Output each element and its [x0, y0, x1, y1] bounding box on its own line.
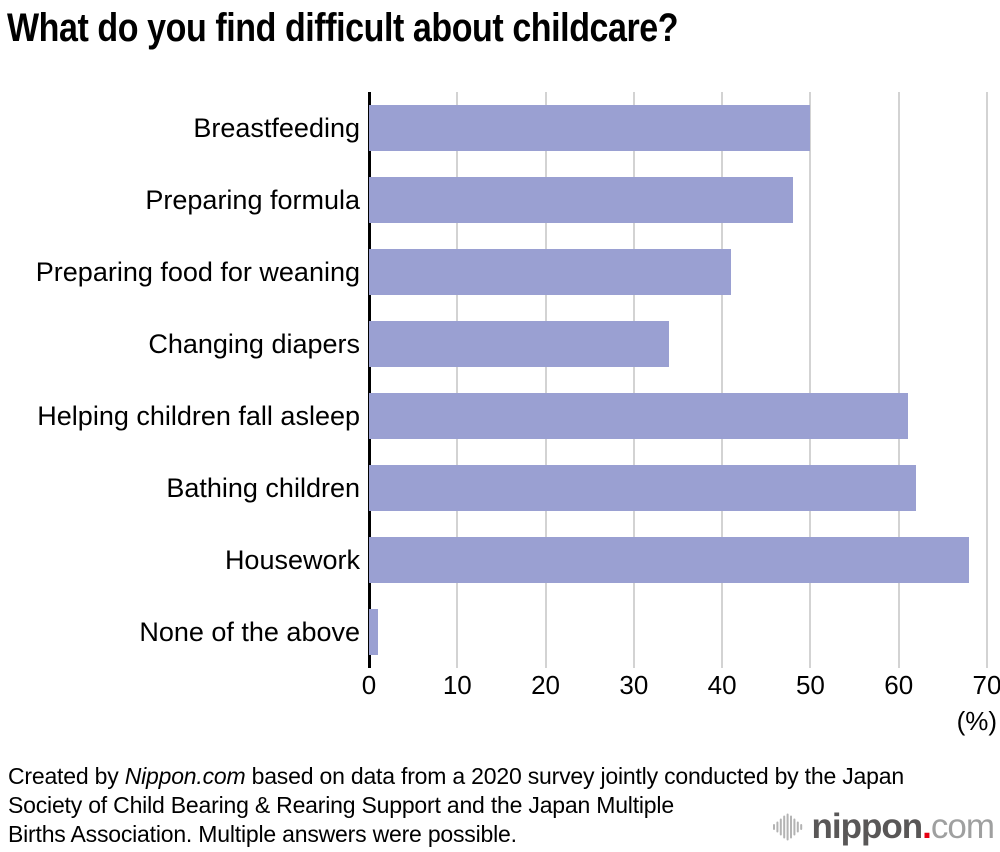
logo-dot: . — [922, 807, 932, 846]
y-axis-line — [367, 92, 371, 668]
gridline — [544, 92, 547, 668]
credit-prefix: Created by — [8, 763, 125, 789]
gridline — [456, 92, 459, 668]
category-axis: Breastfeeding Preparing formula Preparing … — [0, 92, 360, 668]
category-label: Breastfeeding — [193, 112, 360, 143]
x-axis: 0 10 20 30 40 50 60 70 — [0, 670, 1000, 700]
chart-title: What do you find difficult about childca… — [7, 6, 679, 50]
category-label: Changing diapers — [148, 328, 360, 359]
gridline — [986, 92, 988, 668]
credit-source-name: Nippon.com — [124, 763, 246, 789]
x-axis-unit-label: (%) — [956, 706, 997, 736]
credit-line-1-rest: based on data from a 2020 survey jointly… — [245, 763, 904, 789]
bar-chart-plot-area — [367, 92, 988, 668]
bar — [369, 177, 793, 223]
gridline — [897, 92, 900, 668]
category-label: Preparing formula — [145, 184, 360, 215]
logo-wordmark: nippon.com — [811, 807, 995, 847]
category-label: Housework — [224, 544, 360, 575]
gridline — [632, 92, 635, 668]
x-tick-label: 70 — [972, 670, 1000, 700]
category-label: Preparing food for weaning — [35, 256, 360, 287]
credit-line-3: Births Association. Multiple answers wer… — [8, 821, 517, 847]
credit-line-1: Created by Nippon.com based on data from… — [8, 762, 1000, 791]
x-tick-label: 50 — [795, 670, 825, 700]
bar — [369, 609, 378, 655]
bar — [369, 465, 917, 511]
bar — [369, 393, 908, 439]
credit-line-2: Society of Child Bearing & Rearing Suppo… — [8, 792, 674, 818]
x-tick-label: 30 — [619, 670, 649, 700]
x-tick-label: 10 — [442, 670, 472, 700]
x-tick-label: 60 — [884, 670, 914, 700]
source-credit: Created by Nippon.com based on data from… — [8, 762, 1000, 849]
logo-tld: com — [930, 807, 995, 846]
logo-name: nippon — [811, 807, 924, 846]
category-label: Bathing children — [166, 472, 360, 503]
category-label: None of the above — [139, 616, 360, 647]
bar — [369, 321, 670, 367]
gridline — [809, 92, 812, 668]
x-tick-label: 20 — [531, 670, 561, 700]
category-label: Helping children fall asleep — [37, 400, 360, 431]
nippon-com-logo: nippon.com — [772, 806, 995, 848]
x-tick-label: 0 — [361, 670, 377, 700]
soundwave-icon — [772, 813, 802, 841]
bar — [369, 105, 811, 151]
bar — [369, 537, 970, 583]
bar — [369, 249, 731, 295]
x-tick-label: 40 — [707, 670, 737, 700]
gridline — [721, 92, 724, 668]
